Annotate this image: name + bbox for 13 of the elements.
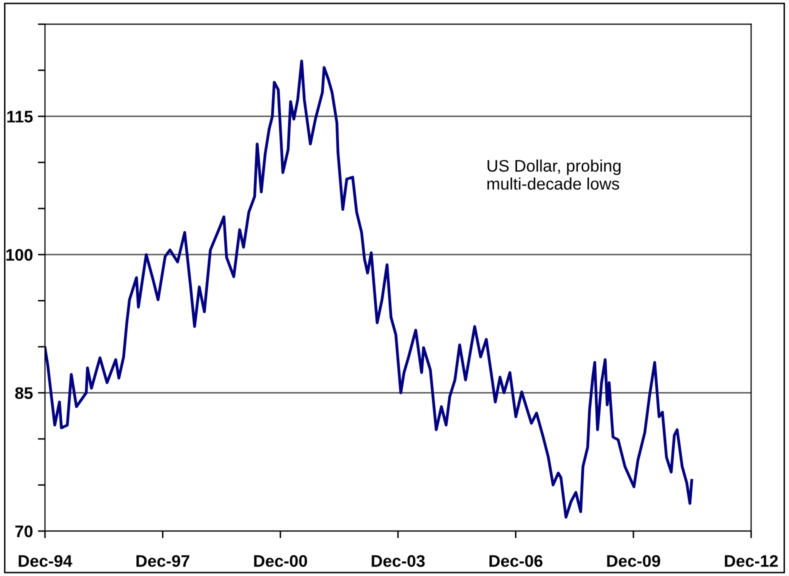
y-tick-label: 115 (7, 110, 33, 123)
x-tick-label: Dec-97 (136, 555, 190, 567)
y-tick-label: 70 (15, 525, 32, 538)
line-series (44, 60, 694, 519)
x-tick-label: Dec-06 (489, 555, 542, 567)
x-tick-label: Dec-12 (724, 555, 778, 567)
annotation: US Dollar, probing multi-decade lows (487, 160, 621, 190)
x-tick-label: Dec-03 (372, 555, 425, 567)
x-tick-label: Dec-09 (607, 555, 660, 567)
x-tick-label: Dec-00 (254, 555, 308, 567)
y-tick-label: 85 (15, 387, 33, 400)
x-tick-label: Dec-94 (18, 555, 72, 567)
y-tick-label: 100 (6, 248, 32, 261)
